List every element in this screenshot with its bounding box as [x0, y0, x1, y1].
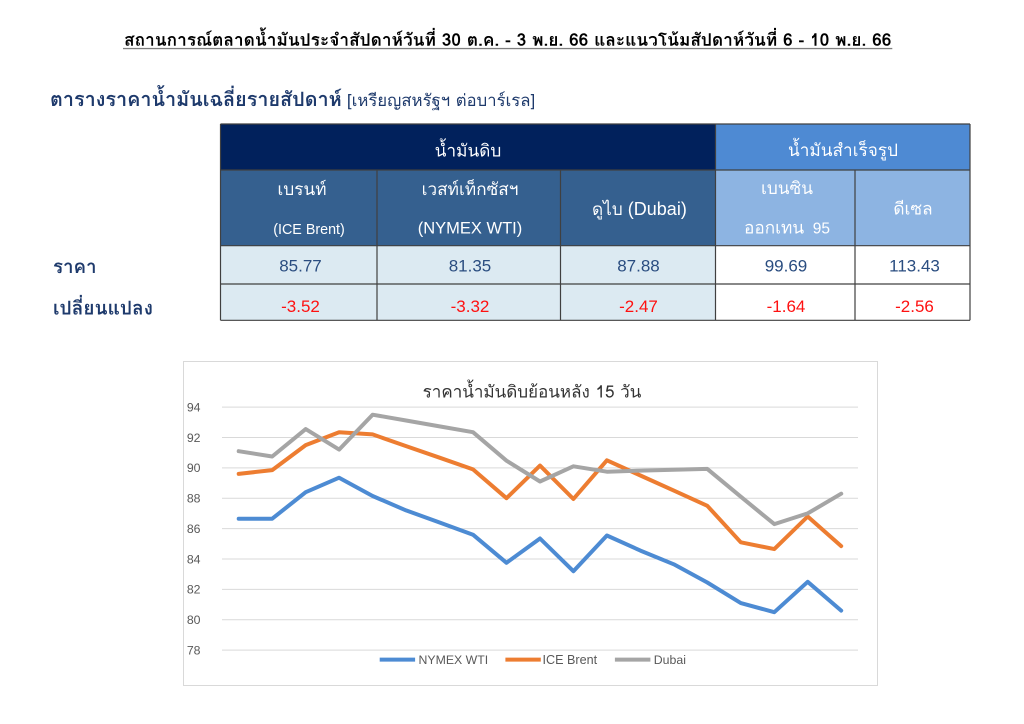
svg-text:87.88: 87.88: [617, 257, 660, 276]
svg-text:-2.47: -2.47: [619, 297, 658, 316]
svg-text:ICE Brent: ICE Brent: [543, 653, 598, 667]
svg-text:-1.64: -1.64: [767, 297, 806, 316]
svg-text:Dubai: Dubai: [654, 653, 686, 667]
svg-text:-3.32: -3.32: [451, 297, 490, 316]
svg-text:95: 95: [813, 221, 830, 238]
svg-text:99.69: 99.69: [765, 257, 808, 276]
svg-text:80: 80: [187, 613, 201, 627]
svg-text:-3.52: -3.52: [281, 297, 320, 316]
svg-text:(ICE Brent): (ICE Brent): [273, 222, 345, 238]
svg-text:-2.56: -2.56: [895, 297, 934, 316]
svg-text:82: 82: [187, 583, 201, 597]
svg-text:NYMEX WTI: NYMEX WTI: [419, 653, 489, 667]
svg-text:113.43: 113.43: [889, 257, 940, 276]
svg-text:84: 84: [187, 552, 201, 566]
svg-text:(NYMEX WTI): (NYMEX WTI): [418, 220, 523, 238]
svg-text:88: 88: [187, 492, 201, 506]
svg-text:78: 78: [187, 643, 201, 657]
svg-text:92: 92: [187, 431, 201, 445]
svg-text:86: 86: [187, 522, 201, 536]
svg-text:90: 90: [187, 461, 201, 475]
svg-text:(Dubai): (Dubai): [628, 199, 687, 219]
svg-text:85.77: 85.77: [279, 257, 322, 276]
svg-text:81.35: 81.35: [449, 257, 492, 276]
svg-text:94: 94: [187, 400, 201, 414]
